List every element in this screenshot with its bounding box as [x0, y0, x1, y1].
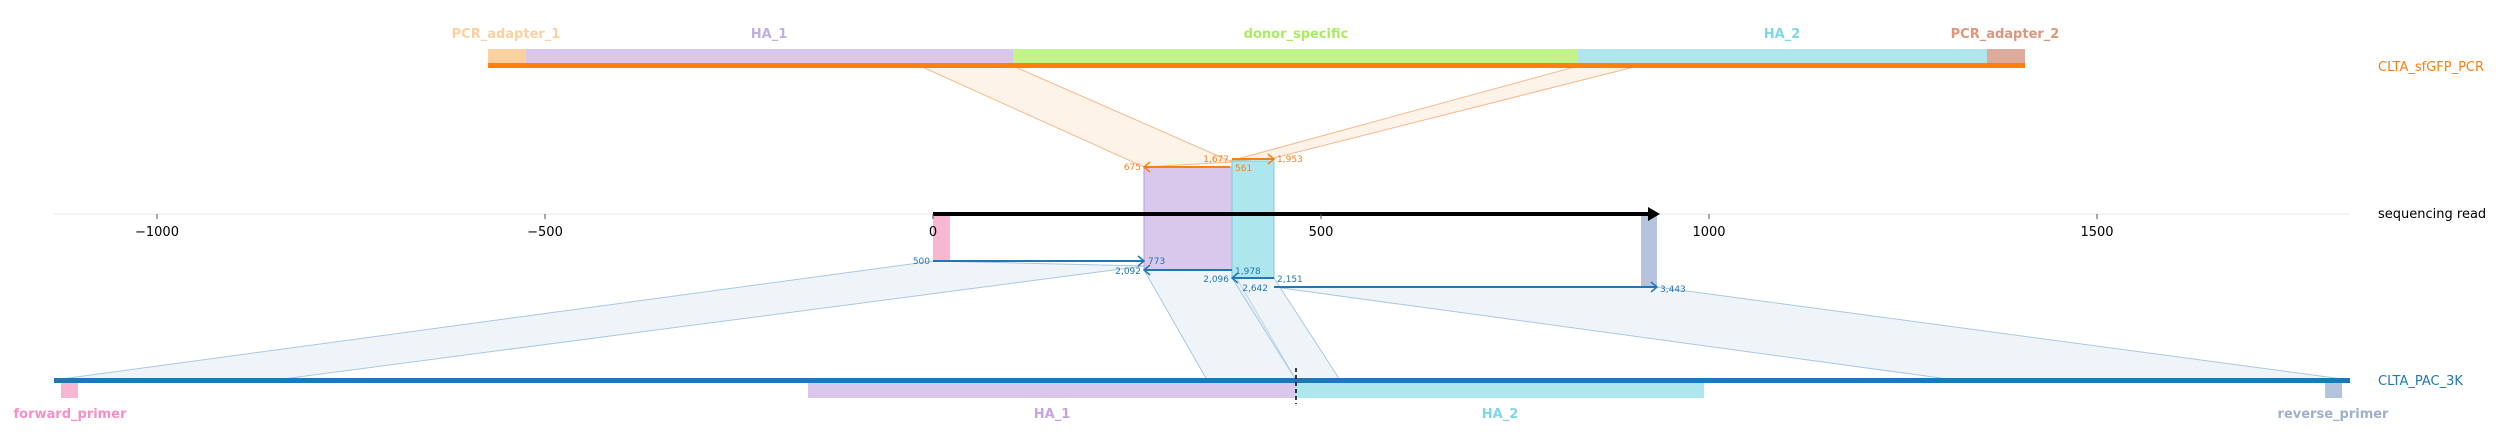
ha2-bottom-label: HA_2 — [1482, 407, 1519, 422]
orange-alignment-arrows — [1142, 153, 1276, 173]
fwd-primer-label: forward_primer — [14, 407, 128, 422]
coord-label-675: 675 — [1124, 163, 1141, 173]
ha2-top-label: HA_2 — [1764, 27, 1801, 42]
axis-tick-label: 1000 — [1692, 225, 1725, 240]
axis-tick-label: −1000 — [135, 225, 179, 240]
ha1-bottom-label: HA_1 — [1034, 407, 1071, 422]
axis-tick-label: 0 — [929, 225, 937, 240]
ha1-bottom-block — [808, 383, 1296, 398]
bottom-track: forward_primer HA_1 HA_2 reverse_primer … — [14, 368, 2463, 422]
connection-band-ha1-top — [919, 65, 1233, 168]
ha2-bottom-block — [1296, 383, 1704, 398]
bottom-track-line — [54, 378, 2350, 383]
read-track-name: sequencing read — [2378, 207, 2486, 222]
ha1-alignment-box — [1143, 166, 1233, 271]
read-track: 675 1,677 1,953 561 500 773 2,092 2,096 … — [54, 153, 2486, 295]
connection-band-rev — [1273, 286, 2351, 381]
axis-tick-label: 1500 — [2080, 225, 2113, 240]
connection-band-fwd — [53, 260, 1145, 381]
axis-tick-label: 500 — [1309, 225, 1334, 240]
coord-label-3443: 3,443 — [1660, 285, 1686, 295]
connection-band-ha2-top — [1229, 65, 1639, 162]
ha1-top-block — [526, 49, 1013, 63]
ha2-top-block — [1578, 49, 1987, 63]
coord-label-2642: 2,642 — [1242, 284, 1268, 294]
rev-primer-read-box — [1641, 214, 1657, 287]
coord-label-773: 773 — [1148, 257, 1165, 267]
coord-label-2151: 2,151 — [1277, 275, 1303, 285]
read-arrow-head — [1648, 207, 1660, 221]
fwd-primer-block — [61, 383, 78, 398]
bottom-track-name: CLTA_PAC_3K — [2378, 374, 2463, 389]
pcr-adapter-1-block — [488, 49, 526, 63]
fwd-primer-read-box — [933, 214, 950, 261]
coord-label-2092: 2,092 — [1115, 267, 1141, 277]
coord-label-2096: 2,096 — [1203, 275, 1229, 285]
top-track-name: CLTA_sfGFP_PCR — [2378, 60, 2484, 75]
rev-primer-label: reverse_primer — [2278, 407, 2390, 422]
pcr-adapter-2-label: PCR_adapter_2 — [1951, 27, 2060, 42]
bottom-connection-bands — [53, 260, 2351, 381]
axis-tick-label: −500 — [527, 225, 563, 240]
blue-alignment-arrows — [933, 255, 1659, 293]
coord-label-1978: 1,978 — [1235, 267, 1261, 277]
pcr-adapter-2-block — [1987, 49, 2025, 63]
donor-specific-label: donor_specific — [1244, 27, 1349, 42]
read-axis-ticks: −1000 −500 0 500 1000 1500 — [135, 214, 2114, 240]
rev-primer-block — [2325, 383, 2342, 398]
pcr-adapter-1-label: PCR_adapter_1 — [452, 27, 561, 42]
coord-label-500: 500 — [913, 257, 930, 267]
top-track-line — [488, 63, 2025, 68]
top-connection-bands — [919, 65, 1639, 168]
top-track: PCR_adapter_1 HA_1 donor_specific HA_2 P… — [452, 27, 2484, 75]
coord-label-1677: 1,677 — [1203, 155, 1229, 165]
ha1-top-label: HA_1 — [751, 27, 788, 42]
coord-label-1953: 1,953 — [1277, 155, 1303, 165]
ha2-alignment-box — [1231, 160, 1275, 279]
donor-specific-block — [1013, 49, 1578, 63]
coord-label-561: 561 — [1235, 164, 1252, 174]
